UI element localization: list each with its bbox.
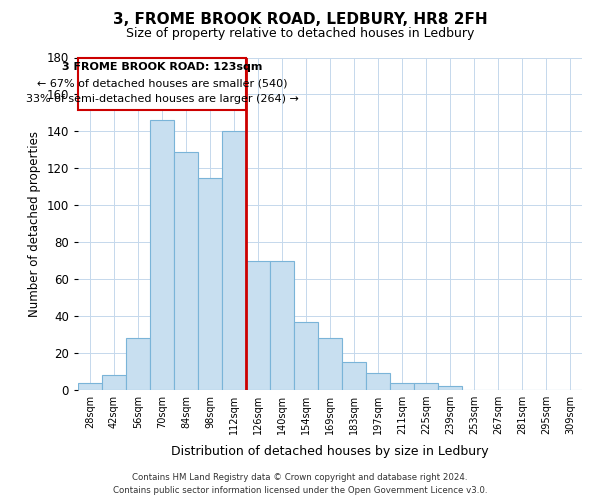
Y-axis label: Number of detached properties: Number of detached properties bbox=[28, 130, 41, 317]
Bar bbox=[294, 322, 318, 390]
Bar bbox=[150, 120, 174, 390]
Bar bbox=[438, 386, 462, 390]
Bar bbox=[246, 260, 270, 390]
Text: 3 FROME BROOK ROAD: 123sqm: 3 FROME BROOK ROAD: 123sqm bbox=[62, 62, 262, 72]
Bar bbox=[78, 382, 102, 390]
Text: Contains HM Land Registry data © Crown copyright and database right 2024.
Contai: Contains HM Land Registry data © Crown c… bbox=[113, 473, 487, 495]
Text: 33% of semi-detached houses are larger (264) →: 33% of semi-detached houses are larger (… bbox=[26, 94, 298, 104]
Bar bbox=[318, 338, 342, 390]
Text: Size of property relative to detached houses in Ledbury: Size of property relative to detached ho… bbox=[126, 28, 474, 40]
Bar bbox=[222, 132, 246, 390]
Bar bbox=[390, 382, 414, 390]
Bar bbox=[270, 260, 294, 390]
Bar bbox=[198, 178, 222, 390]
Text: ← 67% of detached houses are smaller (540): ← 67% of detached houses are smaller (54… bbox=[37, 78, 287, 88]
Bar bbox=[126, 338, 150, 390]
X-axis label: Distribution of detached houses by size in Ledbury: Distribution of detached houses by size … bbox=[171, 446, 489, 458]
Bar bbox=[414, 382, 438, 390]
Bar bbox=[174, 152, 198, 390]
Text: 3, FROME BROOK ROAD, LEDBURY, HR8 2FH: 3, FROME BROOK ROAD, LEDBURY, HR8 2FH bbox=[113, 12, 487, 28]
Bar bbox=[102, 375, 126, 390]
Bar bbox=[342, 362, 366, 390]
Bar bbox=[366, 374, 390, 390]
